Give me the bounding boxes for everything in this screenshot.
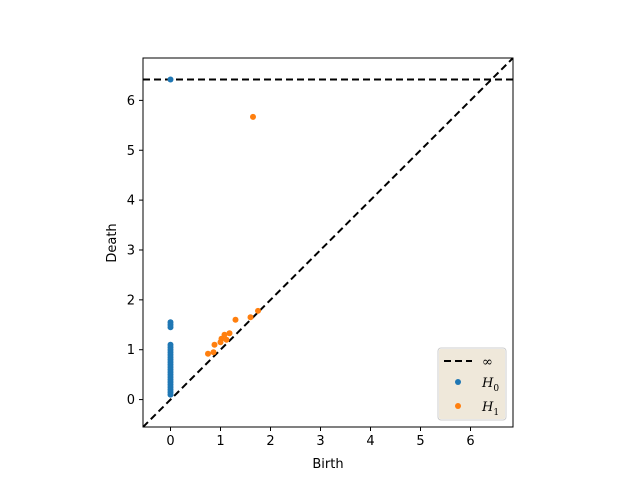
y-tick-label: 1: [127, 343, 135, 358]
legend-subscript: 0: [493, 384, 499, 394]
point-h1: [211, 341, 218, 348]
diagonal-line: [143, 58, 513, 427]
point-h1: [250, 113, 256, 120]
point-h1: [223, 336, 230, 343]
x-axis-ticks: 0 1 2 3 4 5 6: [166, 427, 475, 449]
y-tick-label: 2: [127, 293, 135, 308]
plot-frame: [142, 57, 514, 428]
point-h0: [167, 324, 174, 331]
legend-subscript: 1: [493, 408, 499, 418]
x-tick-label: 2: [266, 434, 274, 449]
x-tick-label: 1: [216, 434, 224, 449]
y-axis-label: Death: [105, 223, 120, 262]
point-h1: [226, 330, 233, 337]
point-h1: [232, 316, 239, 323]
series-h0: [167, 76, 174, 398]
point-h1: [255, 307, 261, 314]
x-tick-label: 0: [166, 434, 174, 449]
point-h0: [167, 76, 174, 83]
series-h1: [205, 113, 261, 357]
legend-h0-swatch: [455, 379, 461, 385]
legend-infinity-label: ∞: [482, 355, 493, 370]
x-tick-label: 3: [316, 434, 324, 449]
x-tick-label: 4: [366, 434, 374, 449]
x-axis-label: Birth: [312, 457, 343, 472]
legend-h1-swatch: [455, 403, 461, 409]
point-h1: [205, 350, 211, 357]
y-tick-label: 0: [127, 393, 135, 408]
y-tick-label: 4: [127, 194, 135, 209]
x-tick-label: 6: [466, 434, 474, 449]
y-tick-label: 3: [127, 243, 135, 258]
y-axis-ticks: 0 1 2 3 4 5 6: [127, 94, 143, 408]
legend-background: [439, 349, 505, 419]
point-h0: [167, 391, 174, 398]
point-h1: [217, 339, 224, 346]
y-tick-label: 6: [127, 94, 135, 109]
plot-area: [143, 58, 513, 427]
y-tick-label: 5: [127, 144, 135, 159]
point-h1: [247, 314, 254, 321]
point-h1: [210, 349, 217, 356]
x-tick-label: 5: [416, 434, 424, 449]
